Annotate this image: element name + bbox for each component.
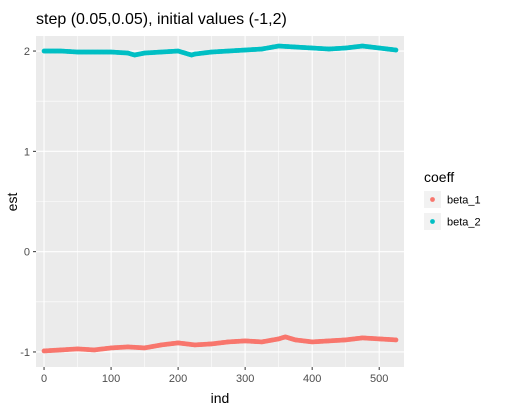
x-tick-label: 0 <box>41 373 47 385</box>
y-tick-label: 2 <box>24 46 30 58</box>
y-tick-label: 1 <box>24 146 30 158</box>
y-axis: -1 0 1 2 <box>20 46 36 359</box>
data-point <box>393 337 399 343</box>
legend-label: beta_1 <box>447 195 481 207</box>
series-beta_2 <box>41 43 399 58</box>
x-tick-label: 300 <box>236 373 254 385</box>
y-tick-label: 0 <box>24 247 30 259</box>
legend-title: coeff <box>424 169 454 185</box>
x-tick-label: 200 <box>169 373 187 385</box>
data-series <box>41 43 399 354</box>
y-axis-title: est <box>4 193 20 212</box>
series-beta_1 <box>41 334 399 354</box>
legend-marker <box>430 219 435 224</box>
chart-title: step (0.05,0.05), initial values (-1,2) <box>36 11 287 28</box>
x-tick-label: 400 <box>303 373 321 385</box>
legend-marker <box>430 197 435 202</box>
x-axis: 0 100 200 300 400 500 <box>41 367 388 385</box>
data-point <box>393 47 399 53</box>
legend-label: beta_2 <box>447 217 481 229</box>
x-axis-title: ind <box>211 390 230 406</box>
legend: coeff beta_1 beta_2 <box>424 169 481 230</box>
x-tick-label: 100 <box>102 373 120 385</box>
y-tick-label: -1 <box>20 347 30 359</box>
grid <box>36 36 404 367</box>
x-tick-label: 500 <box>370 373 388 385</box>
